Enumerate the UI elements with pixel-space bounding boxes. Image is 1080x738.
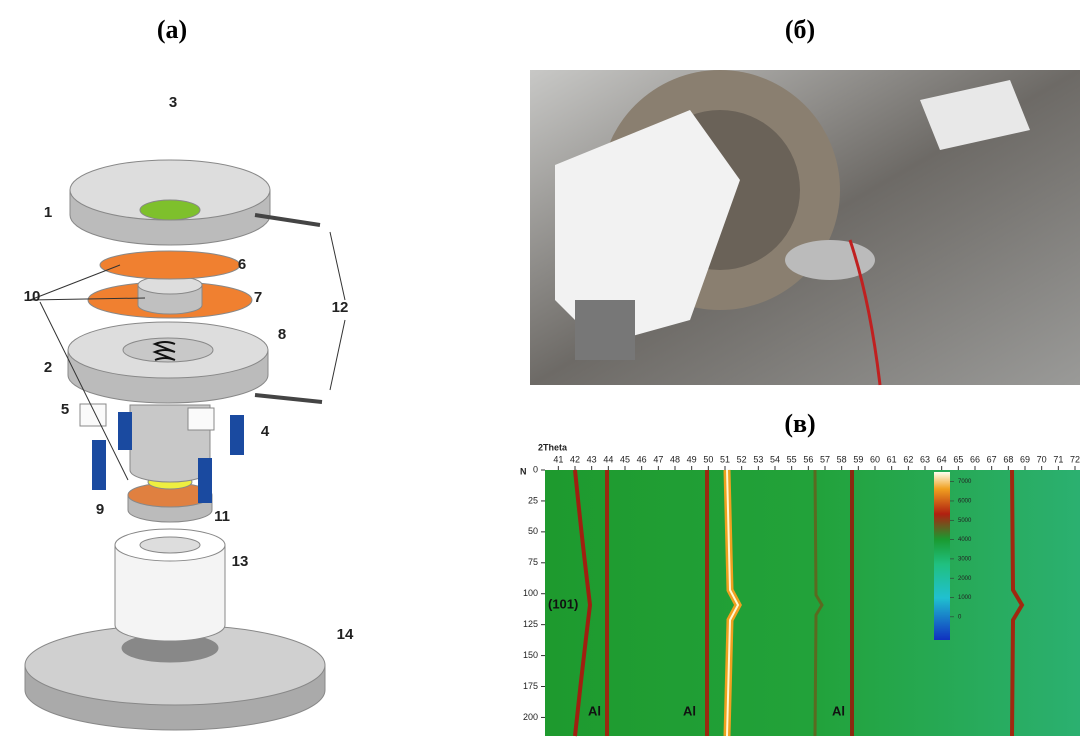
x-tick-label: 67 xyxy=(987,454,997,464)
colorbar-tick-label: 2000 xyxy=(958,576,972,582)
colorbar-tick-label: 5000 xyxy=(958,518,972,524)
x-tick-label: 72 xyxy=(1070,454,1080,464)
x-tick-label: 46 xyxy=(637,454,647,464)
heatmap xyxy=(545,470,1080,736)
x-tick-label: 45 xyxy=(620,454,630,464)
y-tick-label: 175 xyxy=(523,681,538,691)
y-tick-label: 150 xyxy=(523,650,538,660)
y-axis-label: N xyxy=(520,466,527,476)
x-tick-label: 48 xyxy=(670,454,680,464)
panel-label: (а) xyxy=(157,15,187,44)
x-tick-label: 65 xyxy=(953,454,963,464)
x-tick-label: 62 xyxy=(903,454,913,464)
y-tick-label: 50 xyxy=(528,526,538,536)
x-tick-label: 51 xyxy=(720,454,730,464)
x-tick-label: 69 xyxy=(1020,454,1030,464)
x-tick-label: 55 xyxy=(787,454,797,464)
callout: 3 xyxy=(169,94,177,111)
panel-label: (в) xyxy=(784,409,815,438)
callout: 13 xyxy=(232,553,249,570)
assembly-drawing xyxy=(25,160,345,730)
x-tick-label: 43 xyxy=(587,454,597,464)
x-tick-label: 47 xyxy=(653,454,663,464)
x-tick-label: 42 xyxy=(570,454,580,464)
x-tick-label: 63 xyxy=(920,454,930,464)
x-tick-label: 54 xyxy=(770,454,780,464)
x-tick-label: 60 xyxy=(870,454,880,464)
figure: (а) (б) (в) 1 2 3 4 5 6 xyxy=(0,0,1080,738)
y-tick-label: 25 xyxy=(528,495,538,505)
x-tick-label: 50 xyxy=(703,454,713,464)
colorbar-tick-label: 4000 xyxy=(958,537,972,543)
x-tick-label: 59 xyxy=(853,454,863,464)
annotation: (101) xyxy=(548,596,578,611)
callout: 8 xyxy=(278,326,286,343)
x-tick-label: 64 xyxy=(937,454,947,464)
annotation: Al xyxy=(683,703,696,718)
x-axis-label: 2Theta xyxy=(538,442,568,452)
y-tick-label: 125 xyxy=(523,619,538,629)
callout: 9 xyxy=(96,501,104,518)
x-tick-label: 41 xyxy=(553,454,563,464)
x-tick-label: 68 xyxy=(1003,454,1013,464)
y-tick-label: 200 xyxy=(523,712,538,722)
callout: 1 xyxy=(44,204,52,221)
callout: 12 xyxy=(332,299,349,316)
colorbar-tick-label: 3000 xyxy=(958,556,972,562)
colorbar-tick-label: 7000 xyxy=(958,479,972,485)
x-tick-label: 57 xyxy=(820,454,830,464)
x-tick-label: 71 xyxy=(1053,454,1063,464)
colorbar-tick-label: 1000 xyxy=(958,595,972,601)
colorbar-tick-label: 6000 xyxy=(958,499,972,505)
callout: 10 xyxy=(24,288,41,305)
y-tick-label: 0 xyxy=(533,464,538,474)
x-tick-label: 53 xyxy=(753,454,763,464)
callout: 7 xyxy=(254,289,262,306)
callout: 4 xyxy=(261,423,270,440)
panel-label: (б) xyxy=(785,15,815,44)
x-tick-label: 61 xyxy=(887,454,897,464)
callout: 2 xyxy=(44,359,52,376)
y-tick-label: 75 xyxy=(528,557,538,567)
photo xyxy=(530,70,1080,385)
annotation: Al xyxy=(832,703,845,718)
x-tick-label: 49 xyxy=(687,454,697,464)
callout: 11 xyxy=(214,508,230,525)
y-tick-label: 100 xyxy=(523,588,538,598)
x-tick-label: 58 xyxy=(837,454,847,464)
callout: 5 xyxy=(61,401,69,418)
x-tick-label: 56 xyxy=(803,454,813,464)
annotation: Al xyxy=(588,703,601,718)
callout: 6 xyxy=(238,256,246,273)
x-tick-label: 44 xyxy=(603,454,613,464)
x-tick-label: 52 xyxy=(737,454,747,464)
callout: 14 xyxy=(337,626,354,643)
x-tick-label: 66 xyxy=(970,454,980,464)
x-tick-label: 70 xyxy=(1037,454,1047,464)
